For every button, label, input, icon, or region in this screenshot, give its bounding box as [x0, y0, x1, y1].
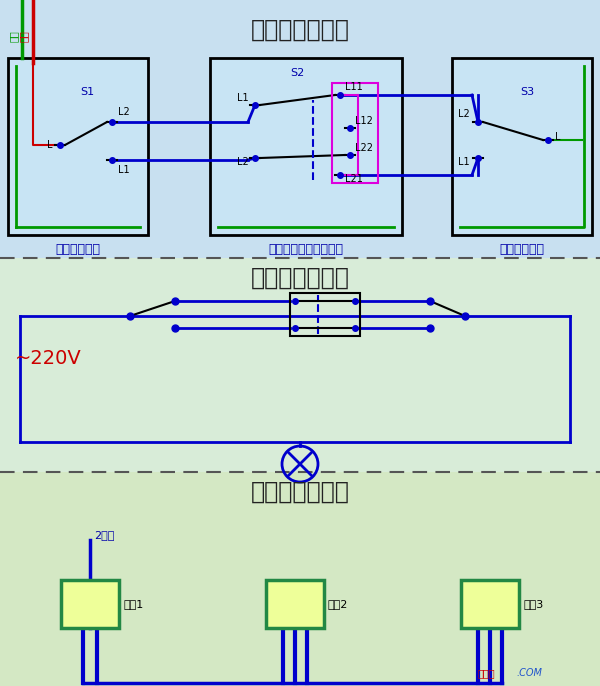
Text: S2: S2 [290, 68, 304, 78]
Text: 开关1: 开关1 [123, 599, 143, 609]
Text: L: L [47, 140, 52, 150]
Text: L12: L12 [355, 116, 373, 126]
Text: S3: S3 [520, 87, 534, 97]
Bar [461, 580, 519, 628]
Bar [0, 258, 600, 472]
Bar [0, 0, 600, 258]
Text: L21: L21 [345, 174, 363, 184]
Text: 相线: 相线 [9, 30, 19, 42]
Bar [332, 83, 378, 183]
Bar [8, 58, 148, 235]
Bar [452, 58, 592, 235]
Text: L11: L11 [345, 82, 363, 92]
Text: 三控开关接线图: 三控开关接线图 [251, 18, 349, 42]
Text: 2根线: 2根线 [94, 530, 115, 540]
Text: 三控开关原理图: 三控开关原理图 [251, 266, 349, 290]
Text: ~220V: ~220V [15, 348, 82, 368]
Text: L1: L1 [458, 157, 470, 167]
Text: L2: L2 [458, 109, 470, 119]
Text: L1: L1 [237, 93, 248, 103]
Text: S1: S1 [80, 87, 94, 97]
Text: 接线图: 接线图 [478, 668, 496, 678]
Bar [61, 580, 119, 628]
Text: L2: L2 [237, 157, 249, 167]
Bar [0, 472, 600, 686]
Text: 三控开关布线图: 三控开关布线图 [251, 480, 349, 504]
Text: 单开双控开关: 单开双控开关 [499, 243, 545, 256]
Text: L: L [555, 132, 560, 142]
Text: L2: L2 [118, 107, 130, 117]
Text: 中途开关（三控开关）: 中途开关（三控开关） [269, 243, 343, 256]
Bar [266, 580, 324, 628]
Text: L1: L1 [118, 165, 130, 175]
Text: 开关2: 开关2 [328, 599, 349, 609]
Text: L22: L22 [355, 143, 373, 153]
Text: 单开双控开关: 单开双控开关 [56, 243, 101, 256]
Text: 开关3: 开关3 [523, 599, 543, 609]
Text: .COM: .COM [516, 668, 542, 678]
Text: 火线: 火线 [19, 30, 29, 42]
Bar [210, 58, 402, 235]
Bar [290, 293, 360, 336]
